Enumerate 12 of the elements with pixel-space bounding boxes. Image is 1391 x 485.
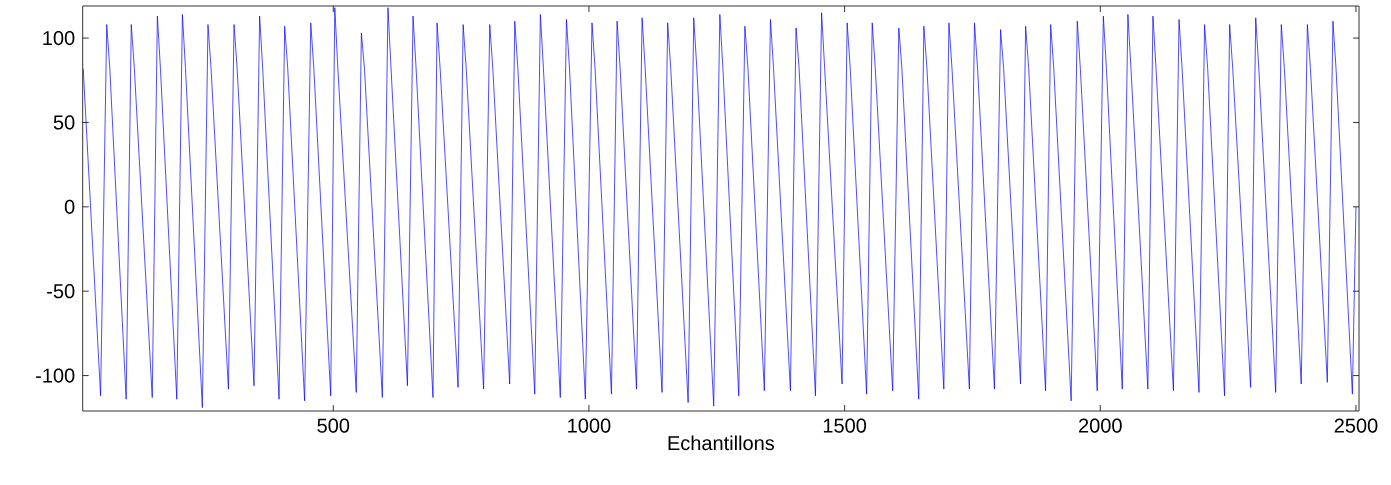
x-tick-label: 1500 [823,418,867,433]
x-tick-label: 2500 [1334,418,1378,433]
y-tick-label: 0 [64,199,75,214]
x-axis-title: Echantillons [668,435,775,451]
y-tick-label: -100 [36,368,75,383]
line-series [82,7,1357,408]
y-tick-label: -50 [47,284,75,299]
x-tick-label: 500 [317,418,350,433]
x-tick-label: 1000 [568,418,611,433]
y-tick-label: 50 [53,115,75,130]
x-tick-label: 2000 [1079,418,1122,433]
y-tick-label: 100 [43,30,75,46]
